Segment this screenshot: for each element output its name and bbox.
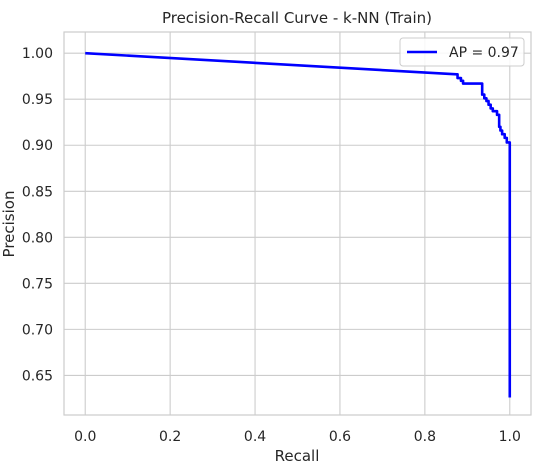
x-tick-label: 0.0 [74,429,96,445]
x-axis-title: Recall [275,447,320,465]
x-tick-labels: 0.0 0.2 0.4 0.6 0.8 1.0 [74,429,521,445]
x-tick-label: 0.2 [159,429,181,445]
y-tick-label: 0.80 [22,230,53,246]
series-layer [85,51,512,398]
x-tick-label: 0.4 [244,429,266,445]
y-axis-title: Precision [0,191,18,258]
y-tick-label: 0.95 [22,92,53,108]
pr-curve-line [85,51,512,398]
y-tick-label: 0.65 [22,368,53,384]
grid-lines [64,32,531,415]
x-tick-label: 0.6 [329,429,351,445]
x-tick-label: 0.8 [414,429,436,445]
legend-box [399,37,525,67]
x-tick-label: 1.0 [499,429,521,445]
y-tick-label: 0.90 [22,138,53,154]
y-tick-labels: 0.65 0.70 0.75 0.80 0.85 0.90 0.95 1.00 [22,46,53,384]
plot-frame [63,31,532,416]
y-tick-label: 0.75 [22,276,53,292]
legend: AP = 0.97 [399,37,525,67]
y-tick-label: 0.70 [22,322,53,338]
legend-label: AP = 0.97 [449,45,519,61]
chart-title: Precision-Recall Curve - k-NN (Train) [162,9,432,27]
y-tick-label: 1.00 [22,46,53,62]
y-tick-label: 0.85 [22,184,53,200]
